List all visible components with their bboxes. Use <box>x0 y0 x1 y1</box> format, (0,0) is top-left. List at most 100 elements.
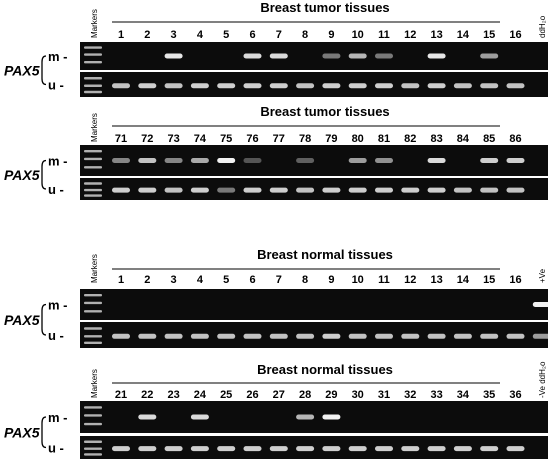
methylated-gel <box>80 401 548 433</box>
lane-number: 16 <box>509 29 521 41</box>
band <box>112 83 130 89</box>
lane-number: 6 <box>249 29 255 41</box>
band <box>532 333 551 339</box>
band <box>296 158 315 163</box>
band <box>296 414 315 420</box>
lane-number: 11 <box>378 29 390 41</box>
band <box>164 83 183 89</box>
band <box>480 446 499 452</box>
gel-background <box>80 289 548 320</box>
lane-number: 23 <box>167 389 179 401</box>
band <box>480 53 499 59</box>
lane-number: 12 <box>404 29 416 41</box>
marker-band <box>84 150 102 153</box>
band <box>375 446 393 452</box>
markers-label: Markers <box>90 369 99 398</box>
band <box>217 446 236 452</box>
band <box>427 53 446 59</box>
lane-numbers: 1 2 3 4 5 6 7 8 9 10 11 12 13 14 15 16 <box>118 274 522 286</box>
lane-number: 10 <box>352 29 364 41</box>
band <box>190 158 209 163</box>
panel-title: Breast tumor tissues <box>260 0 389 15</box>
lane-number: 75 <box>220 133 232 145</box>
band <box>112 187 130 193</box>
band <box>375 158 393 163</box>
band <box>453 187 472 193</box>
lane-numbers: 21 22 23 24 25 26 27 28 29 30 31 32 33 34 35 36 <box>115 389 522 401</box>
band <box>506 446 525 452</box>
band <box>138 446 157 452</box>
unmethylated-gel <box>80 436 548 459</box>
lane-number: 80 <box>352 133 364 145</box>
methylated-label: m - <box>48 49 68 64</box>
lane-number: 81 <box>378 133 390 145</box>
marker-band <box>84 406 102 409</box>
unmethylated-label: u - <box>48 182 64 197</box>
lane-number: 34 <box>457 389 470 401</box>
bracket <box>41 416 47 449</box>
methylated-label: m - <box>48 154 68 169</box>
lane-number: 79 <box>325 133 337 145</box>
marker-band <box>84 341 102 344</box>
band <box>348 83 367 89</box>
marker-band <box>84 157 102 161</box>
lane-number: 4 <box>197 274 204 286</box>
band <box>427 446 446 452</box>
lane-number: 78 <box>299 133 311 145</box>
band <box>453 446 472 452</box>
band <box>532 302 551 307</box>
lane-number: 83 <box>430 133 442 145</box>
lane-number: 32 <box>404 389 416 401</box>
lane-number: 13 <box>430 29 442 41</box>
lane-number: 7 <box>276 274 282 286</box>
band <box>375 83 393 89</box>
lane-number: 11 <box>378 274 390 286</box>
band <box>427 187 446 193</box>
lane-number: 5 <box>223 29 229 41</box>
lane-number: 24 <box>194 389 207 401</box>
methylated-gel <box>80 289 551 320</box>
band <box>164 333 183 339</box>
band <box>480 187 499 193</box>
band <box>269 333 288 339</box>
lane-number: 10 <box>352 274 364 286</box>
band <box>453 333 472 339</box>
band <box>243 83 262 89</box>
lane-number: 35 <box>483 389 495 401</box>
band <box>296 187 315 193</box>
unmethylated-label: u - <box>48 78 64 93</box>
band <box>348 158 367 163</box>
band <box>348 53 367 59</box>
bracket <box>41 303 47 336</box>
marker-band <box>84 310 102 313</box>
lane-number: 5 <box>223 274 229 286</box>
panel-title: Breast tumor tissues <box>260 104 389 119</box>
band <box>190 414 209 420</box>
gene-label: PAX5 <box>4 424 40 440</box>
lane-number: 15 <box>483 29 495 41</box>
unmethylated-gel <box>80 322 551 348</box>
marker-band <box>84 60 102 64</box>
lane-number: 85 <box>483 133 495 145</box>
lane-number: 16 <box>509 274 521 286</box>
marker-band <box>84 46 102 49</box>
band <box>138 158 157 163</box>
lane-number: 28 <box>299 389 311 401</box>
lane-number: 31 <box>378 389 390 401</box>
band <box>138 187 157 193</box>
gene-label: PAX5 <box>4 312 40 328</box>
band <box>217 333 236 339</box>
band <box>243 446 262 452</box>
lane-number: 2 <box>144 274 150 286</box>
lane-number: 4 <box>197 29 204 41</box>
marker-band <box>84 414 102 417</box>
marker-band <box>84 84 102 87</box>
gene-label: PAX5 <box>4 167 40 183</box>
lane-number: 36 <box>509 389 521 401</box>
band <box>296 333 315 339</box>
lane-number: 73 <box>167 133 179 145</box>
marker-band <box>84 166 102 169</box>
gene-label: PAX5 <box>4 62 40 78</box>
